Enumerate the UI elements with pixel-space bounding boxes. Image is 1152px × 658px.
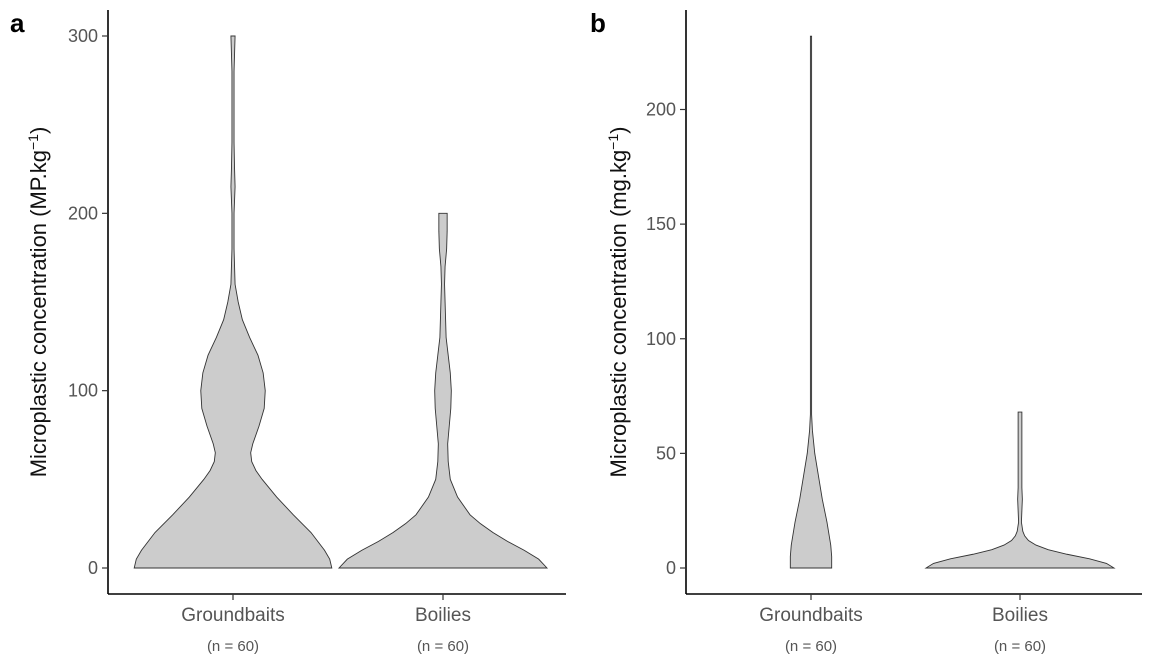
panel-b-sample-size-label: (n = 60)	[785, 638, 837, 655]
panel-b-y-tick-label: 100	[646, 329, 676, 349]
panel-a-y-axis-title: Microplastic concentration (MP.kg−1)	[25, 127, 51, 478]
panel-b-y-tick-label: 0	[666, 558, 676, 578]
panel-b-category-label: Boilies	[992, 605, 1048, 626]
panel-b-ylabel-close: )	[606, 127, 631, 134]
panel-b-tag: b	[590, 8, 606, 38]
panel-a-sample-size-label: (n = 60)	[417, 638, 469, 655]
panel-b-sample-size-label: (n = 60)	[994, 638, 1046, 655]
panel-b-violin-groundbaits	[789, 35, 833, 569]
panel-a-y-tick-label: 0	[88, 558, 98, 578]
panel-b: b 0 50 100 150 200 Groundbaits (n = 60) Boilie…	[590, 8, 1142, 655]
panel-b-y-tick-label: 150	[646, 214, 676, 234]
panel-a-y-tick-label: 300	[68, 26, 98, 46]
panel-a-categories: Groundbaits (n = 60) Boilies (n = 60)	[181, 594, 471, 655]
panel-a-sample-size-label: (n = 60)	[207, 638, 259, 655]
panel-b-violin-boilies	[924, 411, 1116, 569]
panel-a-category-label: Groundbaits	[181, 605, 285, 626]
panel-b-y-tick-label: 200	[646, 100, 676, 120]
panel-a: a 0 100 200 300 Groundbaits (n = 60) Boilies (…	[10, 8, 566, 655]
panel-a-violins	[133, 35, 549, 569]
panel-b-y-ticks: 0 50 100 150 200	[646, 100, 686, 578]
panel-b-violins	[789, 35, 1116, 569]
panel-a-violin-boilies	[337, 212, 549, 569]
panel-b-y-axis-title: Microplastic concentration (mg.kg−1)	[605, 127, 631, 478]
panel-a-violin-groundbaits	[133, 35, 333, 569]
panel-a-ylabel-sup: −1	[25, 134, 41, 150]
panel-a-category-label: Boilies	[415, 605, 471, 626]
panel-b-category-label: Groundbaits	[759, 605, 863, 626]
panel-a-ylabel-close: )	[26, 127, 51, 134]
panel-b-y-tick-label: 50	[656, 443, 676, 463]
panel-a-y-ticks: 0 100 200 300	[68, 26, 108, 578]
panel-a-y-tick-label: 100	[68, 381, 98, 401]
panel-a-y-tick-label: 200	[68, 203, 98, 223]
panel-b-ylabel-main: Microplastic concentration (mg.kg	[606, 150, 631, 478]
panel-a-ylabel-main: Microplastic concentration (MP.kg	[26, 150, 51, 477]
panel-b-categories: Groundbaits (n = 60) Boilies (n = 60)	[759, 594, 1048, 655]
panel-a-tag: a	[10, 8, 25, 38]
panel-b-ylabel-sup: −1	[605, 134, 621, 150]
